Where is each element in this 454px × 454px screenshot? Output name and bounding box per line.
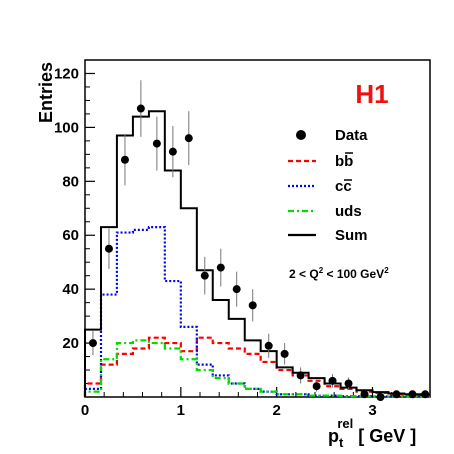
data-point — [376, 393, 385, 401]
experiment-label: H1 — [355, 79, 388, 109]
data-point — [421, 390, 430, 399]
data-point — [184, 134, 193, 143]
data-point — [136, 104, 145, 113]
y-axis: 20 40 60 80 100 120 — [54, 65, 95, 385]
data-point — [280, 349, 289, 358]
data-point — [232, 285, 241, 294]
y-tick-label: 60 — [62, 227, 79, 244]
y-tick-label: 20 — [62, 335, 79, 352]
y-tick-label: 100 — [54, 119, 79, 136]
series-uds-histogram — [83, 339, 430, 398]
y-tick-label: 120 — [54, 65, 79, 82]
x-tick-label: 0 — [81, 402, 89, 419]
data-point — [216, 263, 225, 272]
x-tick-label: 1 — [177, 402, 185, 419]
data-point — [248, 301, 257, 310]
q2-annotation: 2 < Q2 < 100 GeV2 — [289, 266, 389, 281]
legend-label-sum: Sum — [335, 227, 368, 244]
data-point — [200, 271, 209, 280]
x-tick-label: 2 — [272, 402, 280, 419]
series-sum-histogram — [84, 110, 430, 397]
data-points — [88, 80, 430, 401]
legend-label-uds: uds — [335, 203, 362, 220]
y-axis-label: Entries — [36, 62, 56, 123]
data-point — [296, 371, 305, 380]
x-tick-label: 3 — [368, 402, 376, 419]
data-point — [152, 139, 161, 148]
x-axis-label: ptrel [ GeV ] — [328, 416, 416, 450]
data-point — [168, 147, 177, 156]
data-point — [360, 390, 369, 399]
legend-label-bb: bb — [335, 153, 353, 170]
data-point — [120, 155, 129, 164]
y-tick-label: 80 — [62, 173, 79, 190]
legend: Data bb cc uds Sum — [288, 127, 368, 244]
legend-marker-data — [296, 130, 306, 140]
data-point — [328, 376, 337, 385]
data-point — [104, 244, 113, 253]
data-point — [312, 382, 321, 391]
data-point — [408, 390, 417, 399]
series-cc-histogram — [83, 226, 430, 398]
plot-frame — [84, 59, 431, 398]
legend-label-cc: cc — [335, 178, 352, 195]
data-point — [344, 379, 353, 388]
data-point — [264, 341, 273, 350]
legend-label-data: Data — [335, 127, 368, 144]
data-point — [88, 339, 97, 348]
y-tick-label: 40 — [62, 281, 79, 298]
data-point — [392, 390, 401, 399]
